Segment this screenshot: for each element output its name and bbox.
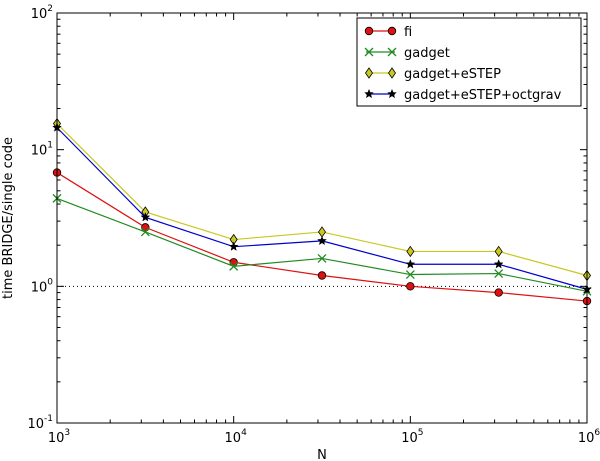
legend-label: gadget+eSTEP (404, 67, 501, 82)
x-tick-base: 10 (401, 431, 418, 446)
y-tick-label: 100 (31, 277, 54, 295)
legend-label: gadget (404, 46, 450, 61)
series-group (52, 117, 592, 306)
data-point (317, 253, 327, 263)
x-tick-label: 103 (48, 428, 70, 446)
y-axis-label: time BRIDGE/single code (1, 137, 16, 299)
y-tick-base: 10 (31, 144, 48, 159)
x-tick-base: 10 (578, 431, 595, 446)
x-tick-exponent: 4 (241, 428, 247, 438)
x-tick-label: 106 (578, 428, 600, 446)
data-point-stroke-b (229, 261, 239, 271)
y-tick-label: 102 (31, 4, 53, 22)
data-point (229, 261, 239, 271)
data-point (140, 227, 150, 237)
legend-marker (365, 67, 373, 79)
data-point (405, 270, 415, 279)
data-point (228, 241, 239, 251)
legend-entry: gadget (364, 46, 450, 61)
legend-marker (387, 47, 397, 57)
legend-marker (388, 67, 396, 79)
y-tick-exponent: -1 (44, 414, 53, 424)
data-point-stroke-b (405, 270, 415, 279)
y-tick-label: 101 (31, 141, 53, 159)
series-gadget (52, 193, 592, 296)
x-tick-exponent: 6 (594, 428, 600, 438)
y-tick-exponent: 0 (47, 277, 53, 287)
data-point-stroke-b (140, 227, 150, 237)
data-point (318, 226, 326, 238)
plot-area-frame (56, 12, 588, 424)
data-point (317, 235, 327, 246)
data-point (406, 245, 415, 258)
x-axis-label: N (317, 448, 327, 461)
legend-marker (364, 26, 374, 36)
y-tick-exponent: 2 (47, 4, 53, 14)
data-point (406, 282, 415, 291)
x-tick-exponent: 5 (418, 428, 424, 438)
legend-entry: gadget+eSTEP+octgrav (364, 88, 562, 103)
y-tick-base: 10 (31, 7, 48, 22)
x-tick-exponent: 3 (64, 428, 70, 438)
legend-marker (387, 26, 397, 36)
data-point (494, 269, 504, 279)
data-point-stroke-b (494, 269, 504, 279)
data-point (140, 212, 151, 222)
legend-entry: fi (364, 25, 412, 40)
data-point (405, 259, 416, 269)
y-tick-base: 10 (27, 417, 44, 432)
data-point-stroke-b (317, 253, 327, 263)
legend-marker-stroke-b (364, 47, 374, 57)
legend-marker-stroke-b (387, 47, 397, 57)
series-gadget-estep-octgrav (52, 122, 592, 294)
legend-label: gadget+eSTEP+octgrav (404, 88, 562, 103)
x-tick-base: 10 (225, 431, 242, 446)
legend-marker (364, 88, 374, 99)
y-tick-label: 10-1 (27, 414, 53, 432)
legend-entry: gadget+eSTEP (365, 67, 501, 82)
legend-marker (387, 88, 397, 99)
x-tick-label: 104 (225, 428, 248, 446)
legend-marker (364, 47, 374, 57)
data-point (317, 271, 327, 280)
series-gadget-estep (53, 117, 591, 282)
series-line (56, 127, 588, 290)
legend: fi gadget gadget+eSTEP gadget+eSTEP+octgrav (356, 17, 582, 107)
data-point (494, 245, 503, 258)
y-tick-base: 10 (31, 280, 48, 295)
y-tick-exponent: 1 (47, 141, 53, 151)
data-point (494, 288, 503, 297)
x-tick-label: 105 (401, 428, 423, 446)
data-point (493, 259, 504, 269)
series-fi (52, 168, 592, 306)
series-line (56, 123, 588, 277)
x-tick-base: 10 (48, 431, 65, 446)
legend-label: fi (404, 25, 412, 40)
